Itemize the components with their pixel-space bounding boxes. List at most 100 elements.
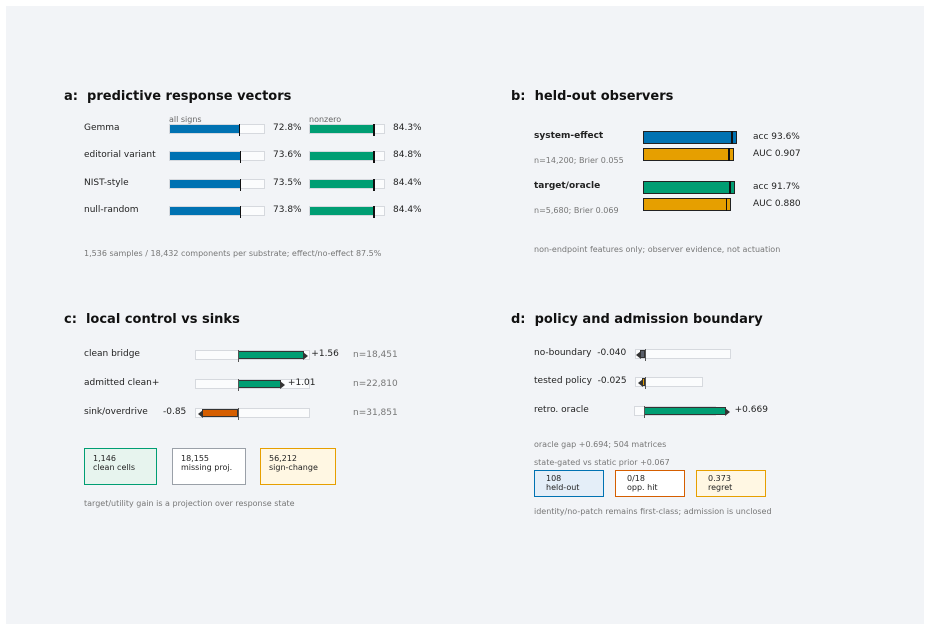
panel-b-title-text: held-out observers xyxy=(534,89,674,104)
panel-b-acc-bar xyxy=(643,131,737,144)
panel-d-value-label: -0.040 xyxy=(597,348,627,358)
panel-d-card-value: 0.373 xyxy=(708,474,731,483)
panel-c-card-label: sign-change xyxy=(269,463,318,472)
panel-b-letter: b: xyxy=(511,89,526,104)
panel-c-stat-card: 56,212 sign-change xyxy=(260,448,336,485)
panel-b-auc-bar xyxy=(643,198,731,211)
panel-c-bar-marker xyxy=(279,381,285,389)
panel-b-auc-label: AUC 0.880 xyxy=(753,199,801,209)
panel-d-row-label: no-boundary -0.040 xyxy=(534,348,626,358)
panel-a-bar-end-tick xyxy=(373,151,375,163)
panel-c-n-label: n=22,810 xyxy=(353,379,398,389)
panel-a-row-label: editorial variant xyxy=(84,150,156,160)
panel-d-row-label: tested policy -0.025 xyxy=(534,376,627,386)
panel-a-bar xyxy=(310,152,375,160)
panel-c-n-label: n=31,851 xyxy=(353,408,398,418)
panel-d-bar-marker xyxy=(637,379,643,387)
panel-c-value-label: +1.56 xyxy=(311,349,339,359)
panel-a-bar-track xyxy=(309,206,385,218)
panel-a-bar xyxy=(170,125,240,133)
panel-d-note-2: state-gated vs static prior +0.067 xyxy=(534,458,670,467)
panel-d-card-label: regret xyxy=(708,483,733,492)
panel-d-note-1: oracle gap +0.694; 504 matrices xyxy=(534,440,667,449)
panel-a-bar xyxy=(310,180,375,188)
panel-d-card-label: opp. hit xyxy=(627,483,658,492)
panel-c-footnote: target/utility gain is a projection over… xyxy=(84,499,295,508)
panel-c-card-label: clean cells xyxy=(93,463,135,472)
panel-a-bar-end-tick xyxy=(373,124,375,136)
panel-c-card-value: 56,212 xyxy=(269,454,297,463)
panel-a-bar-end-tick xyxy=(373,179,375,191)
panel-c-stat-card: 1,146 clean cells xyxy=(84,448,157,485)
panel-c-bar xyxy=(238,351,305,359)
panel-a-bar-track xyxy=(169,151,265,163)
panel-c-card-value: 1,146 xyxy=(93,454,116,463)
panel-b-title: b: held-out observers xyxy=(511,89,673,104)
panel-d-bar-marker xyxy=(636,351,642,359)
panel-a-bar xyxy=(170,152,241,160)
panel-d-title-text: policy and admission boundary xyxy=(534,312,763,327)
panel-a-row-label: null-random xyxy=(84,205,139,215)
panel-b-acc-end-tick xyxy=(729,181,731,194)
panel-a-bar xyxy=(170,207,241,215)
panel-b-auc-label: AUC 0.907 xyxy=(753,149,801,159)
panel-d-row-label-text: no-boundary xyxy=(534,348,592,358)
panel-a-bar-track xyxy=(309,124,385,136)
panel-b-auc-end-tick xyxy=(725,198,727,211)
panel-c-bar xyxy=(201,409,238,417)
panel-a-bar-track xyxy=(169,124,265,136)
panel-a-bar-track xyxy=(309,179,385,191)
panel-b-acc-label: acc 91.7% xyxy=(753,182,800,192)
panel-d-card-label: held-out xyxy=(546,483,580,492)
panel-a-bar-end-tick xyxy=(239,179,242,191)
panel-a-bar-track xyxy=(169,179,265,191)
panel-a-bar-end-tick xyxy=(239,151,242,163)
panel-b-acc-label: acc 93.6% xyxy=(753,132,800,142)
panel-b-group-name: target/oracle xyxy=(534,181,601,191)
panel-c-row-label: admitted clean+ xyxy=(84,378,160,388)
panel-d-footnote: identity/no-patch remains first-class; a… xyxy=(534,507,772,516)
panel-a-row-label: NIST-style xyxy=(84,178,129,188)
panel-a-title: a: predictive response vectors xyxy=(64,89,291,104)
panel-c-bar xyxy=(238,380,281,388)
panel-d-stat-card: 0.373 regret xyxy=(696,470,766,497)
panel-c-card-label: missing proj. xyxy=(181,463,233,472)
panel-a-value-label: 84.8% xyxy=(393,150,422,160)
panel-d-value-label: -0.025 xyxy=(597,376,627,386)
panel-a-bar-end-tick xyxy=(373,206,375,218)
panel-a-bar-track xyxy=(309,151,385,163)
panel-d-card-value: 108 xyxy=(546,474,562,483)
panel-c-bar-marker xyxy=(303,352,309,360)
panel-c-zero-line xyxy=(238,408,239,420)
panel-b-auc-bar xyxy=(643,148,734,161)
panel-a-value-label: 84.3% xyxy=(393,123,422,133)
panel-d-value-label: +0.669 xyxy=(734,405,768,415)
panel-a-row-label: Gemma xyxy=(84,123,120,133)
panel-c-bar-track xyxy=(195,379,310,391)
panel-a-bar-track xyxy=(169,206,265,218)
panel-d-stat-card: 108 held-out xyxy=(534,470,604,497)
panel-c-zero-line xyxy=(238,350,239,362)
panel-c-bar-track xyxy=(195,408,310,420)
panel-c-title: c: local control vs sinks xyxy=(64,312,240,327)
panel-a-bar-end-tick xyxy=(238,124,241,136)
panel-d-letter: d: xyxy=(511,312,526,327)
panel-d-row-label-text: tested policy xyxy=(534,376,592,386)
panel-a-col2-header: nonzero xyxy=(309,115,342,124)
panel-a-letter: a: xyxy=(64,89,78,104)
panel-d-card-value: 0/18 xyxy=(627,474,645,483)
panel-b-acc-bar xyxy=(643,181,735,194)
panel-a-title-text: predictive response vectors xyxy=(87,89,292,104)
panel-a-footnote: 1,536 samples / 18,432 components per su… xyxy=(84,249,382,258)
panel-c-title-text: local control vs sinks xyxy=(85,312,240,327)
panel-a-value-label: 72.8% xyxy=(273,123,302,133)
panel-a-value-label: 84.4% xyxy=(393,205,422,215)
panel-c-value-label: -0.85 xyxy=(163,407,187,417)
figure-canvas: a: predictive response vectors all signs… xyxy=(6,6,924,624)
panel-d-zero-line xyxy=(645,377,646,389)
panel-c-n-label: n=18,451 xyxy=(353,350,398,360)
panel-d-bar-marker xyxy=(724,408,730,416)
panel-c-bar-marker xyxy=(197,410,203,418)
panel-d-zero-line xyxy=(644,406,645,418)
panel-d-bar-track xyxy=(635,349,731,361)
